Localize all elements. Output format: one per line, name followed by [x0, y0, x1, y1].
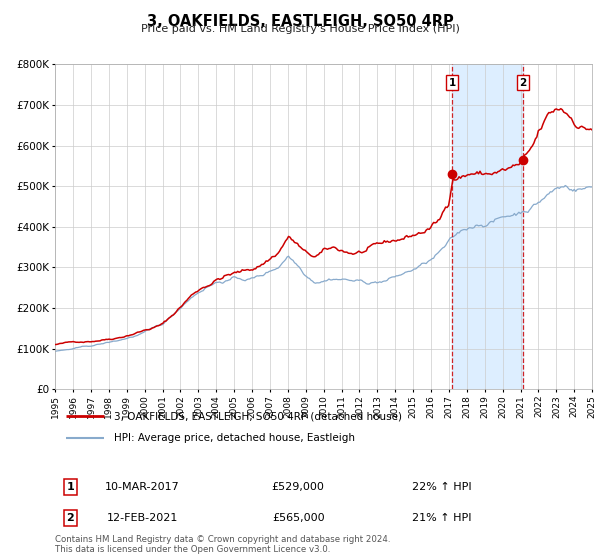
- Text: Price paid vs. HM Land Registry's House Price Index (HPI): Price paid vs. HM Land Registry's House …: [140, 24, 460, 34]
- Text: 22% ↑ HPI: 22% ↑ HPI: [412, 482, 472, 492]
- Text: 3, OAKFIELDS, EASTLEIGH, SO50 4RP: 3, OAKFIELDS, EASTLEIGH, SO50 4RP: [146, 14, 454, 29]
- Text: 12-FEB-2021: 12-FEB-2021: [107, 513, 178, 523]
- Bar: [452, 64, 523, 389]
- Text: HPI: Average price, detached house, Eastleigh: HPI: Average price, detached house, East…: [114, 433, 355, 443]
- Text: 2: 2: [67, 513, 74, 523]
- Text: 2: 2: [519, 78, 526, 88]
- Text: 1: 1: [449, 78, 456, 88]
- Text: 1: 1: [67, 482, 74, 492]
- Text: 3, OAKFIELDS, EASTLEIGH, SO50 4RP (detached house): 3, OAKFIELDS, EASTLEIGH, SO50 4RP (detac…: [114, 411, 402, 421]
- Text: 10-MAR-2017: 10-MAR-2017: [105, 482, 179, 492]
- Text: 21% ↑ HPI: 21% ↑ HPI: [412, 513, 472, 523]
- Text: £565,000: £565,000: [272, 513, 325, 523]
- Text: Contains HM Land Registry data © Crown copyright and database right 2024.
This d: Contains HM Land Registry data © Crown c…: [55, 535, 391, 554]
- Text: £529,000: £529,000: [272, 482, 325, 492]
